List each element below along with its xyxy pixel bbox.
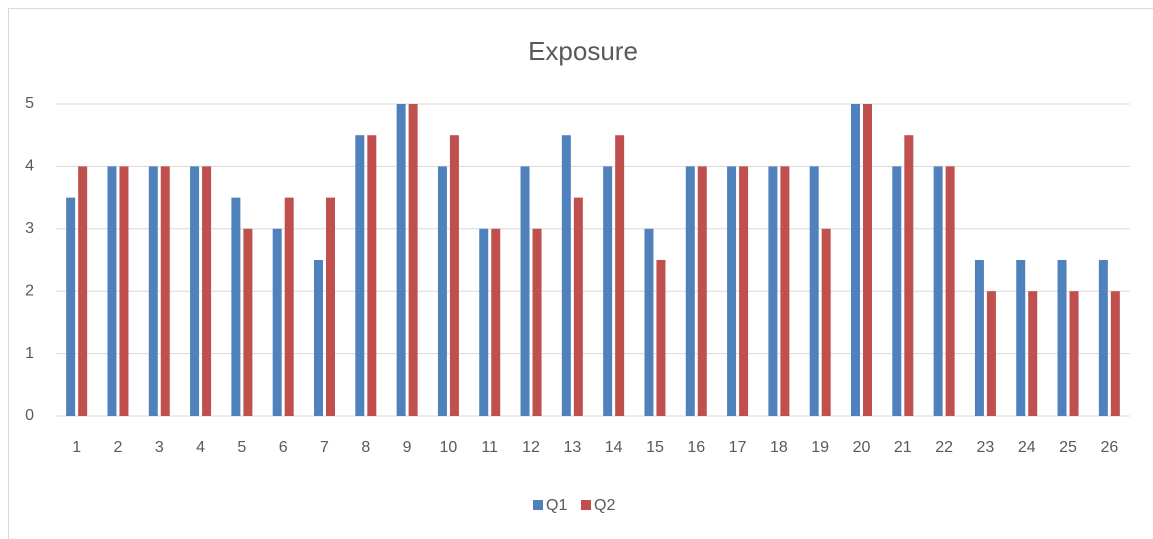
x-tick-label: 8 [361,439,370,456]
legend-label: Q1 [546,497,567,514]
bar [78,166,88,416]
bar [107,166,117,416]
bar [1069,291,1079,416]
x-tick-label: 12 [522,439,540,456]
x-tick-label: 25 [1059,439,1077,456]
bar [986,291,996,416]
bar [1098,260,1108,416]
bar [863,104,872,416]
bar [437,166,447,416]
bar [479,228,489,416]
bar [892,166,902,416]
bar [148,166,158,416]
bar [851,104,860,416]
bar [190,166,200,416]
bar [408,104,418,416]
x-tick-label: 17 [729,439,747,456]
bar [933,166,943,416]
bar [326,197,335,416]
bar [231,197,241,416]
y-tick-label: 4 [25,158,34,175]
bar [160,166,170,416]
x-tick-label: 19 [811,439,829,456]
x-tick-label: 2 [114,439,123,456]
x-tick-label: 20 [853,439,871,456]
bar [739,166,749,416]
bar [1016,260,1026,416]
x-tick-label: 22 [935,439,953,456]
bar [367,135,377,416]
x-tick-label: 1 [72,439,81,456]
x-tick-label: 18 [770,439,788,456]
chart-frame [8,8,1153,539]
x-tick-label: 15 [646,439,664,456]
bar [644,228,654,416]
bar [603,166,613,416]
bar [1110,291,1120,416]
bar [284,197,294,416]
x-tick-label: 6 [279,439,288,456]
bar [809,166,819,416]
x-tick-label: 26 [1100,439,1118,456]
x-tick-label: 3 [155,439,164,456]
bar [697,166,707,416]
bar [532,228,542,416]
x-tick-label: 7 [320,439,329,456]
bar [314,260,323,416]
bar [202,166,212,416]
y-tick-label: 5 [25,95,34,112]
bar [1057,260,1067,416]
x-tick-label: 10 [440,439,458,456]
x-tick-label: 24 [1018,439,1036,456]
x-tick-label: 5 [237,439,246,456]
bar [272,228,282,416]
bar [396,104,406,416]
x-tick-label: 16 [687,439,705,456]
bar [243,228,253,416]
bar [615,135,625,416]
y-tick-label: 2 [25,282,34,299]
bar [945,166,955,416]
bar [449,135,459,416]
x-tick-label: 23 [977,439,995,456]
bar [573,197,583,416]
y-tick-label: 3 [25,220,34,237]
bar [561,135,571,416]
legend-label: Q2 [594,497,615,514]
bar [821,228,831,416]
bar [1028,291,1038,416]
bar [520,166,530,416]
y-tick-label: 1 [25,345,34,362]
chart-title: Exposure [528,36,638,66]
legend-swatch [581,500,591,510]
legend-swatch [533,500,543,510]
x-tick-label: 14 [605,439,623,456]
bar [974,260,984,416]
bar [66,197,76,416]
bar [768,166,778,416]
x-tick-label: 4 [196,439,205,456]
x-tick-label: 11 [481,439,498,456]
bar [491,228,501,416]
x-tick-label: 9 [403,439,412,456]
x-tick-label: 21 [894,439,912,456]
bar [727,166,737,416]
bar [904,135,914,416]
bar [685,166,695,416]
x-tick-label: 13 [563,439,581,456]
y-tick-label: 0 [25,407,34,424]
bar [355,135,365,416]
bar [656,260,666,416]
bar [780,166,790,416]
bar [119,166,129,416]
